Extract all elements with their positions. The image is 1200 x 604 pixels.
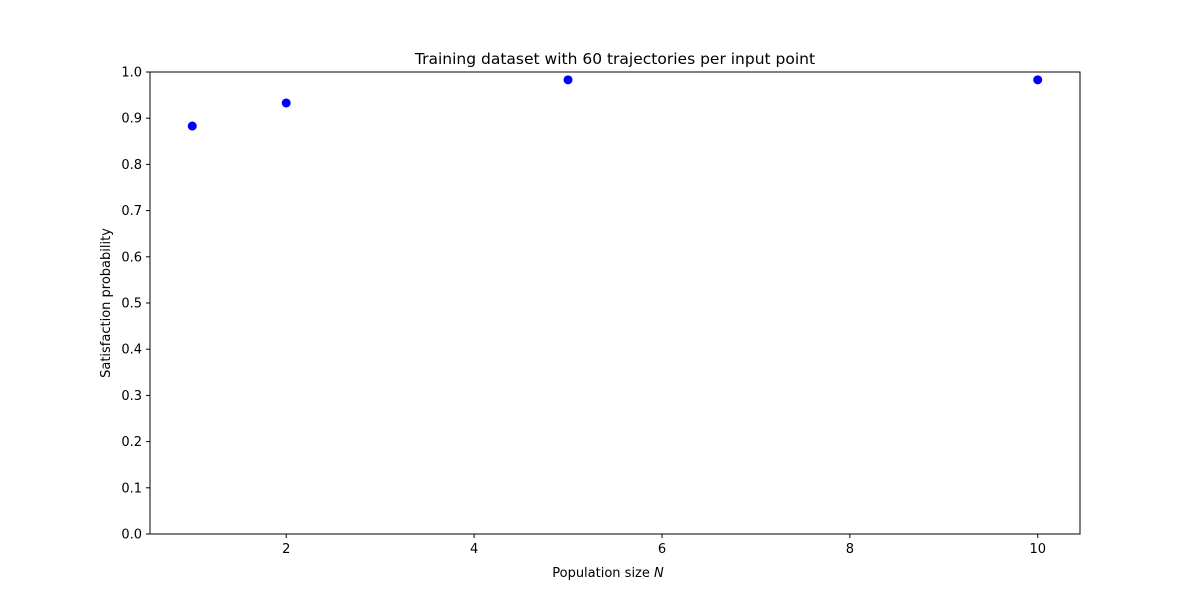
y-tick-label: 0.9: [121, 112, 142, 127]
x-axis-label-variable: N: [654, 566, 664, 581]
data-point: [1033, 75, 1043, 85]
x-tick-label: 10: [1029, 542, 1046, 557]
x-axis-label-text: Population size: [552, 566, 650, 581]
y-tick-label: 0.8: [121, 158, 142, 173]
data-point: [281, 98, 291, 108]
y-tick-label: 0.7: [121, 204, 142, 219]
y-tick-label: 0.0: [121, 528, 142, 543]
x-tick-label: 8: [846, 542, 854, 557]
y-tick-label: 0.1: [121, 481, 142, 496]
x-tick-label: 6: [658, 542, 666, 557]
y-axis-label: Satisfaction probability: [99, 228, 114, 378]
y-tick-label: 1.0: [121, 66, 142, 81]
data-point: [187, 121, 197, 131]
data-points: [187, 75, 1043, 131]
y-tick-label: 0.3: [121, 389, 142, 404]
y-tick-label: 0.2: [121, 435, 142, 450]
y-tick-label: 0.5: [121, 297, 142, 312]
x-tick-label: 2: [282, 542, 290, 557]
x-axis-label: Population size N: [552, 566, 664, 581]
data-point: [563, 75, 573, 85]
chart-title: Training dataset with 60 trajectories pe…: [414, 50, 815, 68]
y-tick-label: 0.4: [121, 343, 142, 358]
plot-area: [149, 71, 1081, 535]
x-axis: 2 4 6 8 10: [282, 534, 1046, 557]
x-tick-label: 4: [470, 542, 478, 557]
y-axis: 0.0 0.1 0.2 0.3 0.4 0.5 0.6 0.7 0.8 0.9 1.0: [121, 66, 150, 543]
y-tick-label: 0.6: [121, 250, 142, 265]
